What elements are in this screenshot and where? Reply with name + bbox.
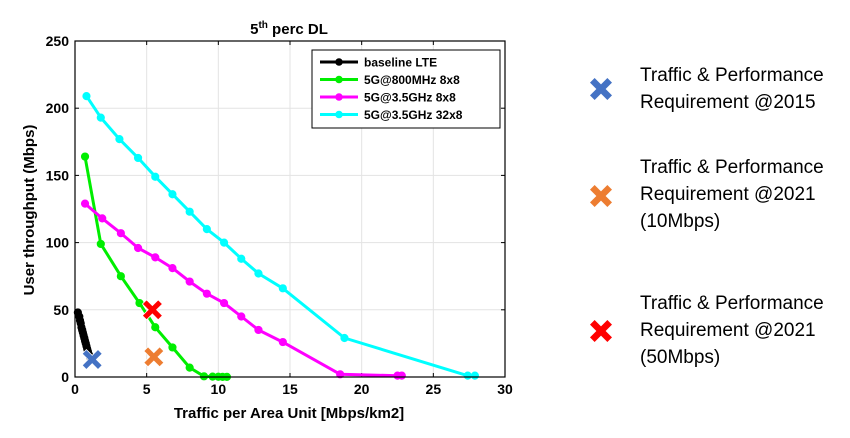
data-point <box>185 363 194 372</box>
annotation-line: Traffic & Performance <box>640 65 824 86</box>
chart-title-main: 5 <box>250 21 258 38</box>
x-tick-label: 30 <box>497 381 513 397</box>
data-point <box>278 337 287 347</box>
plot-area: 0 5 10 15 20 25 30 0 50 100 150 200 250 baseline LTE 5… <box>46 33 513 397</box>
cross-shape <box>590 320 612 342</box>
annotation-line: Traffic & Performance <box>640 293 824 314</box>
annotation-2021-10mbps-text: Traffic & Performance Requirement @2021 … <box>640 154 850 235</box>
annotation-2015-text: Traffic & Performance Requirement @2015 <box>640 62 850 116</box>
legend-swatch-marker <box>335 110 343 119</box>
y-tick-label: 150 <box>46 167 70 183</box>
annotation-line: Requirement @2021 <box>640 184 816 205</box>
axes-box <box>74 40 506 378</box>
requirement-cross-marker <box>143 346 165 368</box>
requirement-cross-marker <box>81 348 103 371</box>
red-cross-icon <box>590 320 612 342</box>
x-tick-label: 25 <box>426 381 442 397</box>
data-point <box>202 225 211 234</box>
requirement-cross-marker <box>141 299 163 321</box>
data-point <box>397 371 406 380</box>
data-point <box>168 343 177 352</box>
cross-shape <box>590 185 612 207</box>
data-point <box>168 190 177 199</box>
chart-title: 5th perc DL <box>250 20 328 38</box>
x-tick-label: 0 <box>71 381 79 397</box>
legend-swatch-marker <box>335 93 343 101</box>
data-point <box>133 153 143 163</box>
data-point <box>151 253 160 262</box>
chart-title-rest: perc DL <box>268 21 328 38</box>
annotation-line: (50Mbps) <box>640 347 721 368</box>
data-point <box>80 152 90 161</box>
y-tick-label: 50 <box>53 302 69 318</box>
data-point <box>116 229 125 238</box>
data-point <box>115 135 124 144</box>
legend-swatch-marker <box>335 58 343 66</box>
data-point <box>96 239 105 249</box>
data-point <box>80 199 90 208</box>
data-point <box>237 312 246 321</box>
annotation-line: Requirement @2015 <box>640 92 816 113</box>
data-point <box>96 113 105 122</box>
blue-cross-icon <box>590 78 612 100</box>
legend-label: 5G@800MHz 8x8 <box>364 73 460 87</box>
legend-swatch-marker <box>335 75 343 84</box>
x-tick-label: 15 <box>282 381 298 397</box>
y-tick-label: 100 <box>46 235 70 251</box>
legend: baseline LTE 5G@800MHz 8x8 5G@3.5GHz 8x8 5G… <box>311 49 501 129</box>
legend-label: baseline LTE <box>364 56 437 70</box>
data-point <box>151 172 160 181</box>
data-point <box>133 243 143 253</box>
data-point <box>278 284 287 293</box>
data-point <box>219 238 229 247</box>
data-point <box>185 207 194 216</box>
data-point <box>340 333 349 343</box>
data-point <box>470 371 479 380</box>
legend-label: 5G@3.5GHz 32x8 <box>364 108 463 122</box>
data-point <box>185 277 194 286</box>
data-point <box>199 372 209 381</box>
y-tick-label: 200 <box>46 100 70 116</box>
data-point <box>254 325 263 335</box>
data-point <box>219 298 229 308</box>
x-tick-label: 10 <box>211 381 227 397</box>
legend-label: 5G@3.5GHz 8x8 <box>364 91 456 105</box>
data-point <box>237 254 246 263</box>
y-axis-label: User throughput (Mbps) <box>21 125 38 296</box>
y-tick-label: 250 <box>46 33 70 49</box>
cross-shape <box>590 78 612 100</box>
data-point <box>151 323 160 332</box>
x-axis-label: Traffic per Area Unit [Mbps/km2] <box>174 405 404 422</box>
chart-title-sup: th <box>258 20 267 31</box>
data-point <box>168 264 177 273</box>
annotation-line: Traffic & Performance <box>640 157 824 178</box>
data-point <box>336 370 345 379</box>
annotation-line: Requirement @2021 <box>640 320 816 341</box>
orange-cross-icon <box>590 185 612 207</box>
x-tick-label: 5 <box>143 381 151 397</box>
data-point <box>116 272 125 281</box>
annotation-line: (10Mbps) <box>640 211 721 232</box>
data-point <box>98 214 107 223</box>
y-tick-label: 0 <box>61 369 69 385</box>
data-point <box>82 92 91 101</box>
x-tick-label: 20 <box>354 381 370 397</box>
data-point <box>135 298 144 308</box>
annotation-2021-50mbps-text: Traffic & Performance Requirement @2021 … <box>640 290 850 371</box>
data-point <box>202 289 211 298</box>
data-point <box>254 269 263 278</box>
data-point <box>463 371 472 380</box>
